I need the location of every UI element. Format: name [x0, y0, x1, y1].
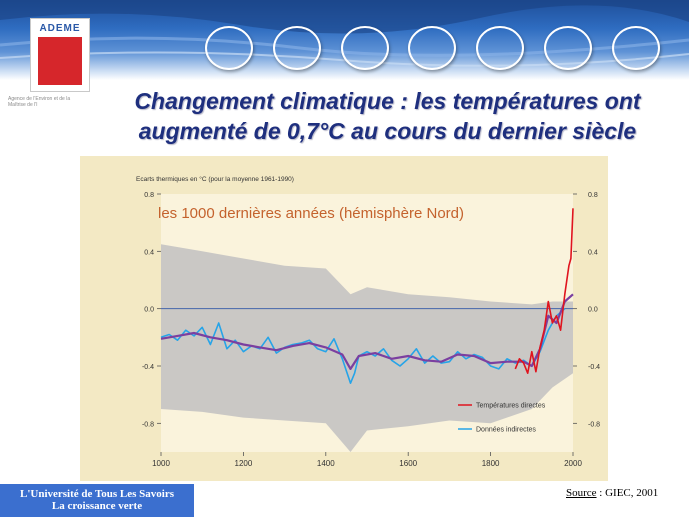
legend-label: Données indirectes	[476, 427, 536, 434]
direct-temperature-line	[514, 208, 574, 374]
legend-label: Températures directes	[476, 403, 546, 410]
ademe-logo: ADEME	[30, 18, 90, 92]
y-tick-right-label: 0.0	[588, 307, 598, 314]
agency-line: Agence de l'Environ et de la Maîtrise de…	[8, 96, 71, 108]
y-axis-label: Ecarts thermiques en °C (pour la moyenne…	[136, 175, 294, 183]
x-tick-label: 1000	[152, 459, 170, 468]
uncertainty-band	[161, 244, 573, 452]
logo-mark	[38, 37, 82, 85]
logo-text: ADEME	[39, 23, 81, 34]
planet-icon	[341, 26, 389, 70]
x-tick-label: 2000	[564, 459, 582, 468]
y-tick-right-label: -0.4	[588, 364, 600, 371]
y-tick-left-label: -0.8	[142, 421, 154, 428]
x-tick-label: 1400	[317, 459, 335, 468]
temperature-chart: Ecarts thermiques en °C (pour la moyenne…	[80, 156, 608, 481]
x-tick-label: 1800	[482, 459, 500, 468]
smoothed-line	[160, 293, 574, 370]
x-tick-label: 1200	[235, 459, 253, 468]
source-text: : GIEC, 2001	[596, 487, 659, 499]
y-tick-right-label: -0.8	[588, 421, 600, 428]
page-title-line1: Changement climatique : les températures…	[134, 88, 641, 114]
source-note: Source : GIEC, 2001	[566, 487, 658, 499]
factory-icon	[476, 26, 524, 70]
page-title-line2: augmenté de 0,7°C au cours du dernier si…	[138, 118, 637, 144]
y-tick-left-label: -0.4	[142, 364, 154, 371]
page-title: Changement climatique : les températures…	[90, 86, 685, 146]
y-tick-left-label: 0.4	[144, 249, 154, 256]
y-tick-left-label: 0.0	[144, 307, 154, 314]
wave-icon	[544, 26, 592, 70]
chart-title: les 1000 dernières années (hémisphère No…	[158, 205, 464, 222]
y-tick-left-label: 0.8	[144, 192, 154, 199]
y-tick-right-label: 0.8	[588, 192, 598, 199]
footer-line1: L'Université de Tous Les Savoirs	[19, 488, 175, 500]
footer-line2: La croissance verte	[51, 500, 143, 512]
x-tick-label: 1600	[399, 459, 417, 468]
transport-icon	[205, 26, 253, 70]
hammer-icon	[612, 26, 660, 70]
house-icon	[408, 26, 456, 70]
france-map-icon	[273, 26, 321, 70]
y-tick-right-label: 0.4	[588, 249, 598, 256]
source-label: Source	[566, 487, 597, 499]
university-footer: L'Université de Tous Les Savoirs La croi…	[0, 484, 194, 517]
